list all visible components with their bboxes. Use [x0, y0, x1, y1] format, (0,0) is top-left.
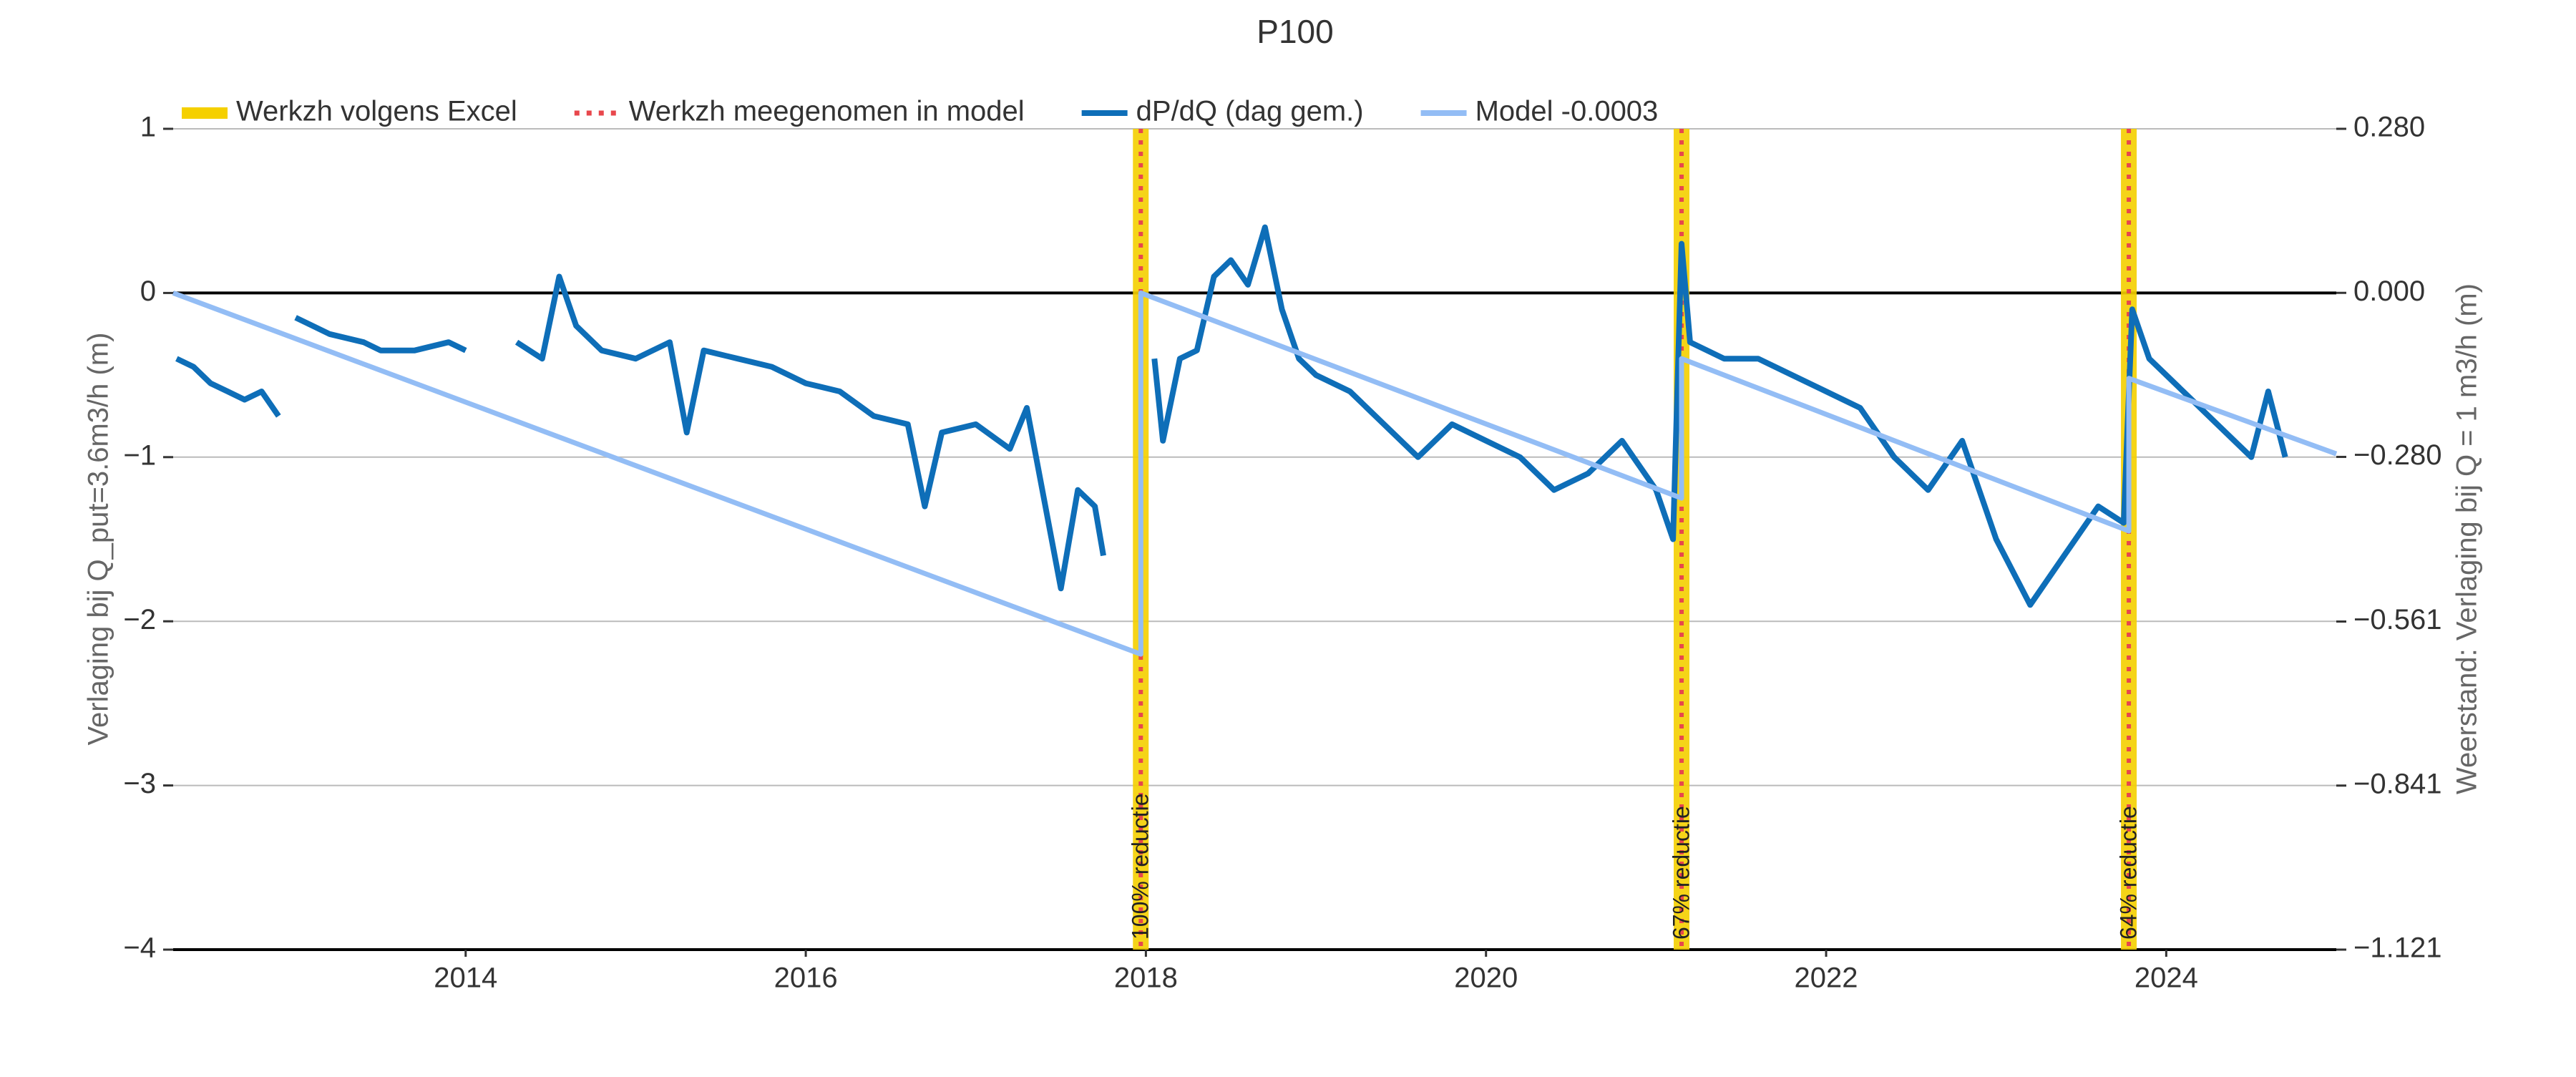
event-label-group: 64% reductie: [2116, 806, 2142, 940]
y2-tick-label: 0.280: [2353, 112, 2425, 143]
event-label: 67% reductie: [1668, 806, 1694, 940]
x-tick-label: 2018: [1114, 963, 1178, 994]
y-tick-label: 1: [140, 112, 156, 143]
legend-label: Model -0.0003: [1475, 96, 1659, 127]
event-label: 100% reductie: [1128, 793, 1153, 940]
y2-tick-label: −0.280: [2353, 439, 2441, 471]
y-tick-label: 0: [140, 276, 156, 307]
y-tick-label: −4: [123, 932, 156, 964]
chart-title: P100: [1257, 13, 1333, 50]
y-axis-label: Verlaging bij Q_put=3.6m3/h (m): [83, 333, 114, 746]
x-tick-label: 2014: [434, 963, 497, 994]
x-tick-label: 2022: [1795, 963, 1858, 994]
legend-label: dP/dQ (dag gem.): [1136, 96, 1364, 127]
series-line: [172, 290, 2338, 657]
y2-tick-label: −0.561: [2353, 604, 2441, 635]
y-tick-label: −1: [123, 439, 156, 471]
event-label: 64% reductie: [2116, 806, 2142, 940]
y-tick-label: −2: [123, 604, 156, 635]
y-tick-label: −3: [123, 768, 156, 799]
legend-label: Werkzh meegenomen in model: [629, 96, 1025, 127]
y2-tick-label: 0.000: [2353, 276, 2425, 307]
event-label-group: 100% reductie: [1128, 793, 1153, 940]
series-line: [175, 224, 2288, 608]
y2-tick-label: −0.841: [2353, 768, 2441, 799]
x-tick-label: 2016: [774, 963, 838, 994]
y2-tick-label: −1.121: [2353, 932, 2441, 964]
event-label-group: 67% reductie: [1668, 806, 1694, 940]
y2-axis-label: Weerstand: Verlaging bij Q = 1 m3/h (m): [2451, 283, 2483, 794]
x-tick-label: 2020: [1454, 963, 1518, 994]
legend-label: Werkzh volgens Excel: [236, 96, 517, 127]
x-tick-label: 2024: [2135, 963, 2198, 994]
